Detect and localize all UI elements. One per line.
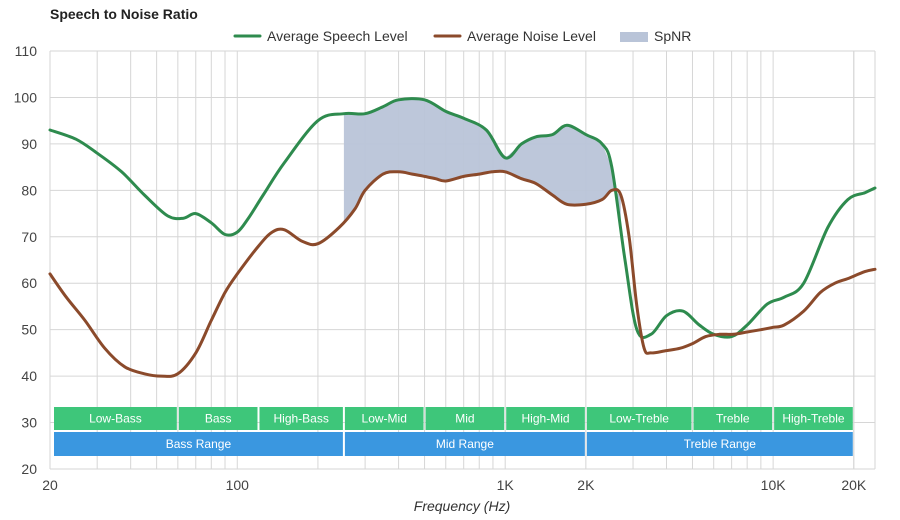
series-lines: [48, 97, 877, 378]
x-axis-label: Frequency (Hz): [414, 498, 510, 514]
band-treble-range: [586, 432, 853, 456]
x-tick-label: 1K: [497, 477, 515, 493]
band-label: Mid: [455, 412, 474, 426]
band-mid: [425, 407, 505, 430]
band-label: Mid Range: [436, 437, 494, 451]
y-tick-label: 110: [15, 43, 38, 59]
band-label: High-Treble: [782, 412, 845, 426]
legend-item[interactable]: Average Speech Level: [233, 28, 408, 44]
grid: [49, 50, 876, 470]
band-label: Low-Treble: [609, 412, 669, 426]
band-treble: [693, 407, 773, 430]
band-high-mid: [506, 407, 585, 430]
frequency-bands: Low-Bass Bass High-Bass Low-Mid Mid High-Mid L…: [54, 407, 853, 456]
band-high-treble: [774, 407, 853, 430]
y-tick-label: 60: [21, 275, 37, 291]
y-tick-label: 30: [21, 415, 37, 431]
legend-label: Average Noise Level: [467, 28, 596, 44]
spnr-area: [343, 99, 621, 231]
legend-item[interactable]: Average Noise Level: [433, 28, 596, 44]
y-tick-label: 80: [21, 182, 37, 198]
y-tick-label: 90: [21, 136, 37, 152]
y-tick-label: 20: [21, 461, 37, 477]
legend-swatch: [620, 32, 648, 42]
band-label: Bass: [205, 412, 232, 426]
band-high-bass: [259, 407, 343, 430]
x-tick-label: 20K: [841, 477, 867, 493]
band-mid-range: [344, 432, 585, 456]
band-bass: [178, 407, 258, 430]
legend-label: SpNR: [654, 28, 691, 44]
x-tick-label: 20: [42, 477, 58, 493]
x-tick-label: 2K: [577, 477, 595, 493]
y-tick-label: 50: [21, 322, 37, 338]
spnr-fill-area: [343, 99, 621, 231]
band-label: High-Mid: [522, 412, 570, 426]
band-label: Treble: [716, 412, 750, 426]
y-tick-label: 40: [21, 368, 37, 384]
noise-level-line: [48, 169, 877, 378]
legend-label: Average Speech Level: [267, 28, 408, 44]
axis-ticks: 20 30 40 50 60 70 80 90 100 110 20 100 1K 2K 10K 20K: [14, 43, 867, 493]
chart-title: Speech to Noise Ratio: [50, 6, 198, 22]
band-low-treble: [586, 407, 692, 430]
band-label: Low-Mid: [362, 412, 407, 426]
y-tick-label: 100: [14, 89, 38, 105]
x-tick-label: 100: [226, 477, 250, 493]
legend-item[interactable]: SpNR: [620, 28, 691, 44]
x-tick-label: 10K: [761, 477, 787, 493]
band-low-mid: [344, 407, 424, 430]
band-low-bass: [54, 407, 177, 430]
band-label: Treble Range: [684, 437, 757, 451]
band-bass-range: [54, 432, 343, 456]
band-label: Bass Range: [166, 437, 232, 451]
band-label: Low-Bass: [89, 412, 142, 426]
y-tick-label: 70: [21, 229, 37, 245]
band-label: High-Bass: [274, 412, 329, 426]
legend[interactable]: Average Speech Level Average Noise Level S…: [233, 28, 691, 44]
